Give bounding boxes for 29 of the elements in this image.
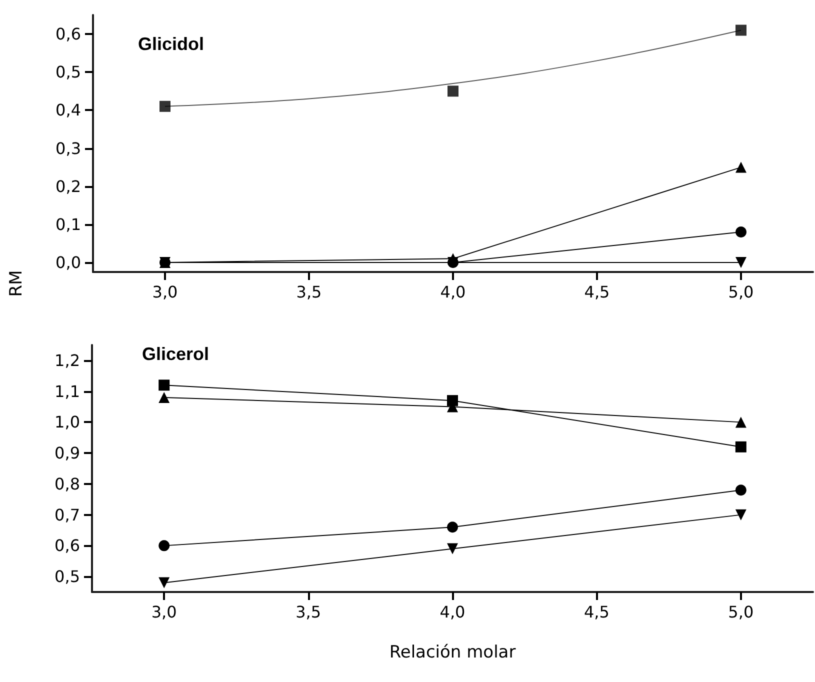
y-tick-label: 0,6 [54,536,80,556]
annotation: Glicerol [142,344,210,364]
y-tick-label: 0,2 [56,176,81,196]
x-tick-label: 3,0 [151,602,177,622]
x-tick-label: 4,0 [440,602,466,622]
y-tick-label: 1,0 [54,412,80,432]
annotation: Glicidol [138,34,204,54]
y-tick-label: 0,1 [56,214,81,234]
y-axis-title: RM [6,270,26,297]
y-tick-label: 0,0 [56,252,81,272]
x-tick-label: 5,0 [728,282,754,302]
y-tick-label: 0,5 [56,62,81,82]
y-tick-label: 1,1 [54,382,80,401]
y-tick-label: 0,5 [54,567,80,586]
x-tick-label: 5,0 [728,602,754,622]
x-tick-label: 3,0 [152,282,178,302]
x-tick-label: 4,5 [584,282,610,302]
x-axis-title: Relación molar [389,642,516,662]
x-tick-label: 3,5 [296,282,322,302]
y-tick-label: 0,7 [54,505,80,524]
y-tick-label: 0,3 [56,138,81,158]
y-tick-label: 0,4 [56,100,81,120]
x-tick-label: 4,0 [440,282,466,302]
y-tick-label: 1,2 [54,350,80,370]
y-tick-label: 0,9 [54,444,80,463]
x-tick-label: 4,5 [584,602,610,622]
y-tick-label: 0,6 [56,24,81,44]
y-tick-label: 0,8 [54,474,80,494]
x-tick-label: 3,5 [296,602,322,622]
